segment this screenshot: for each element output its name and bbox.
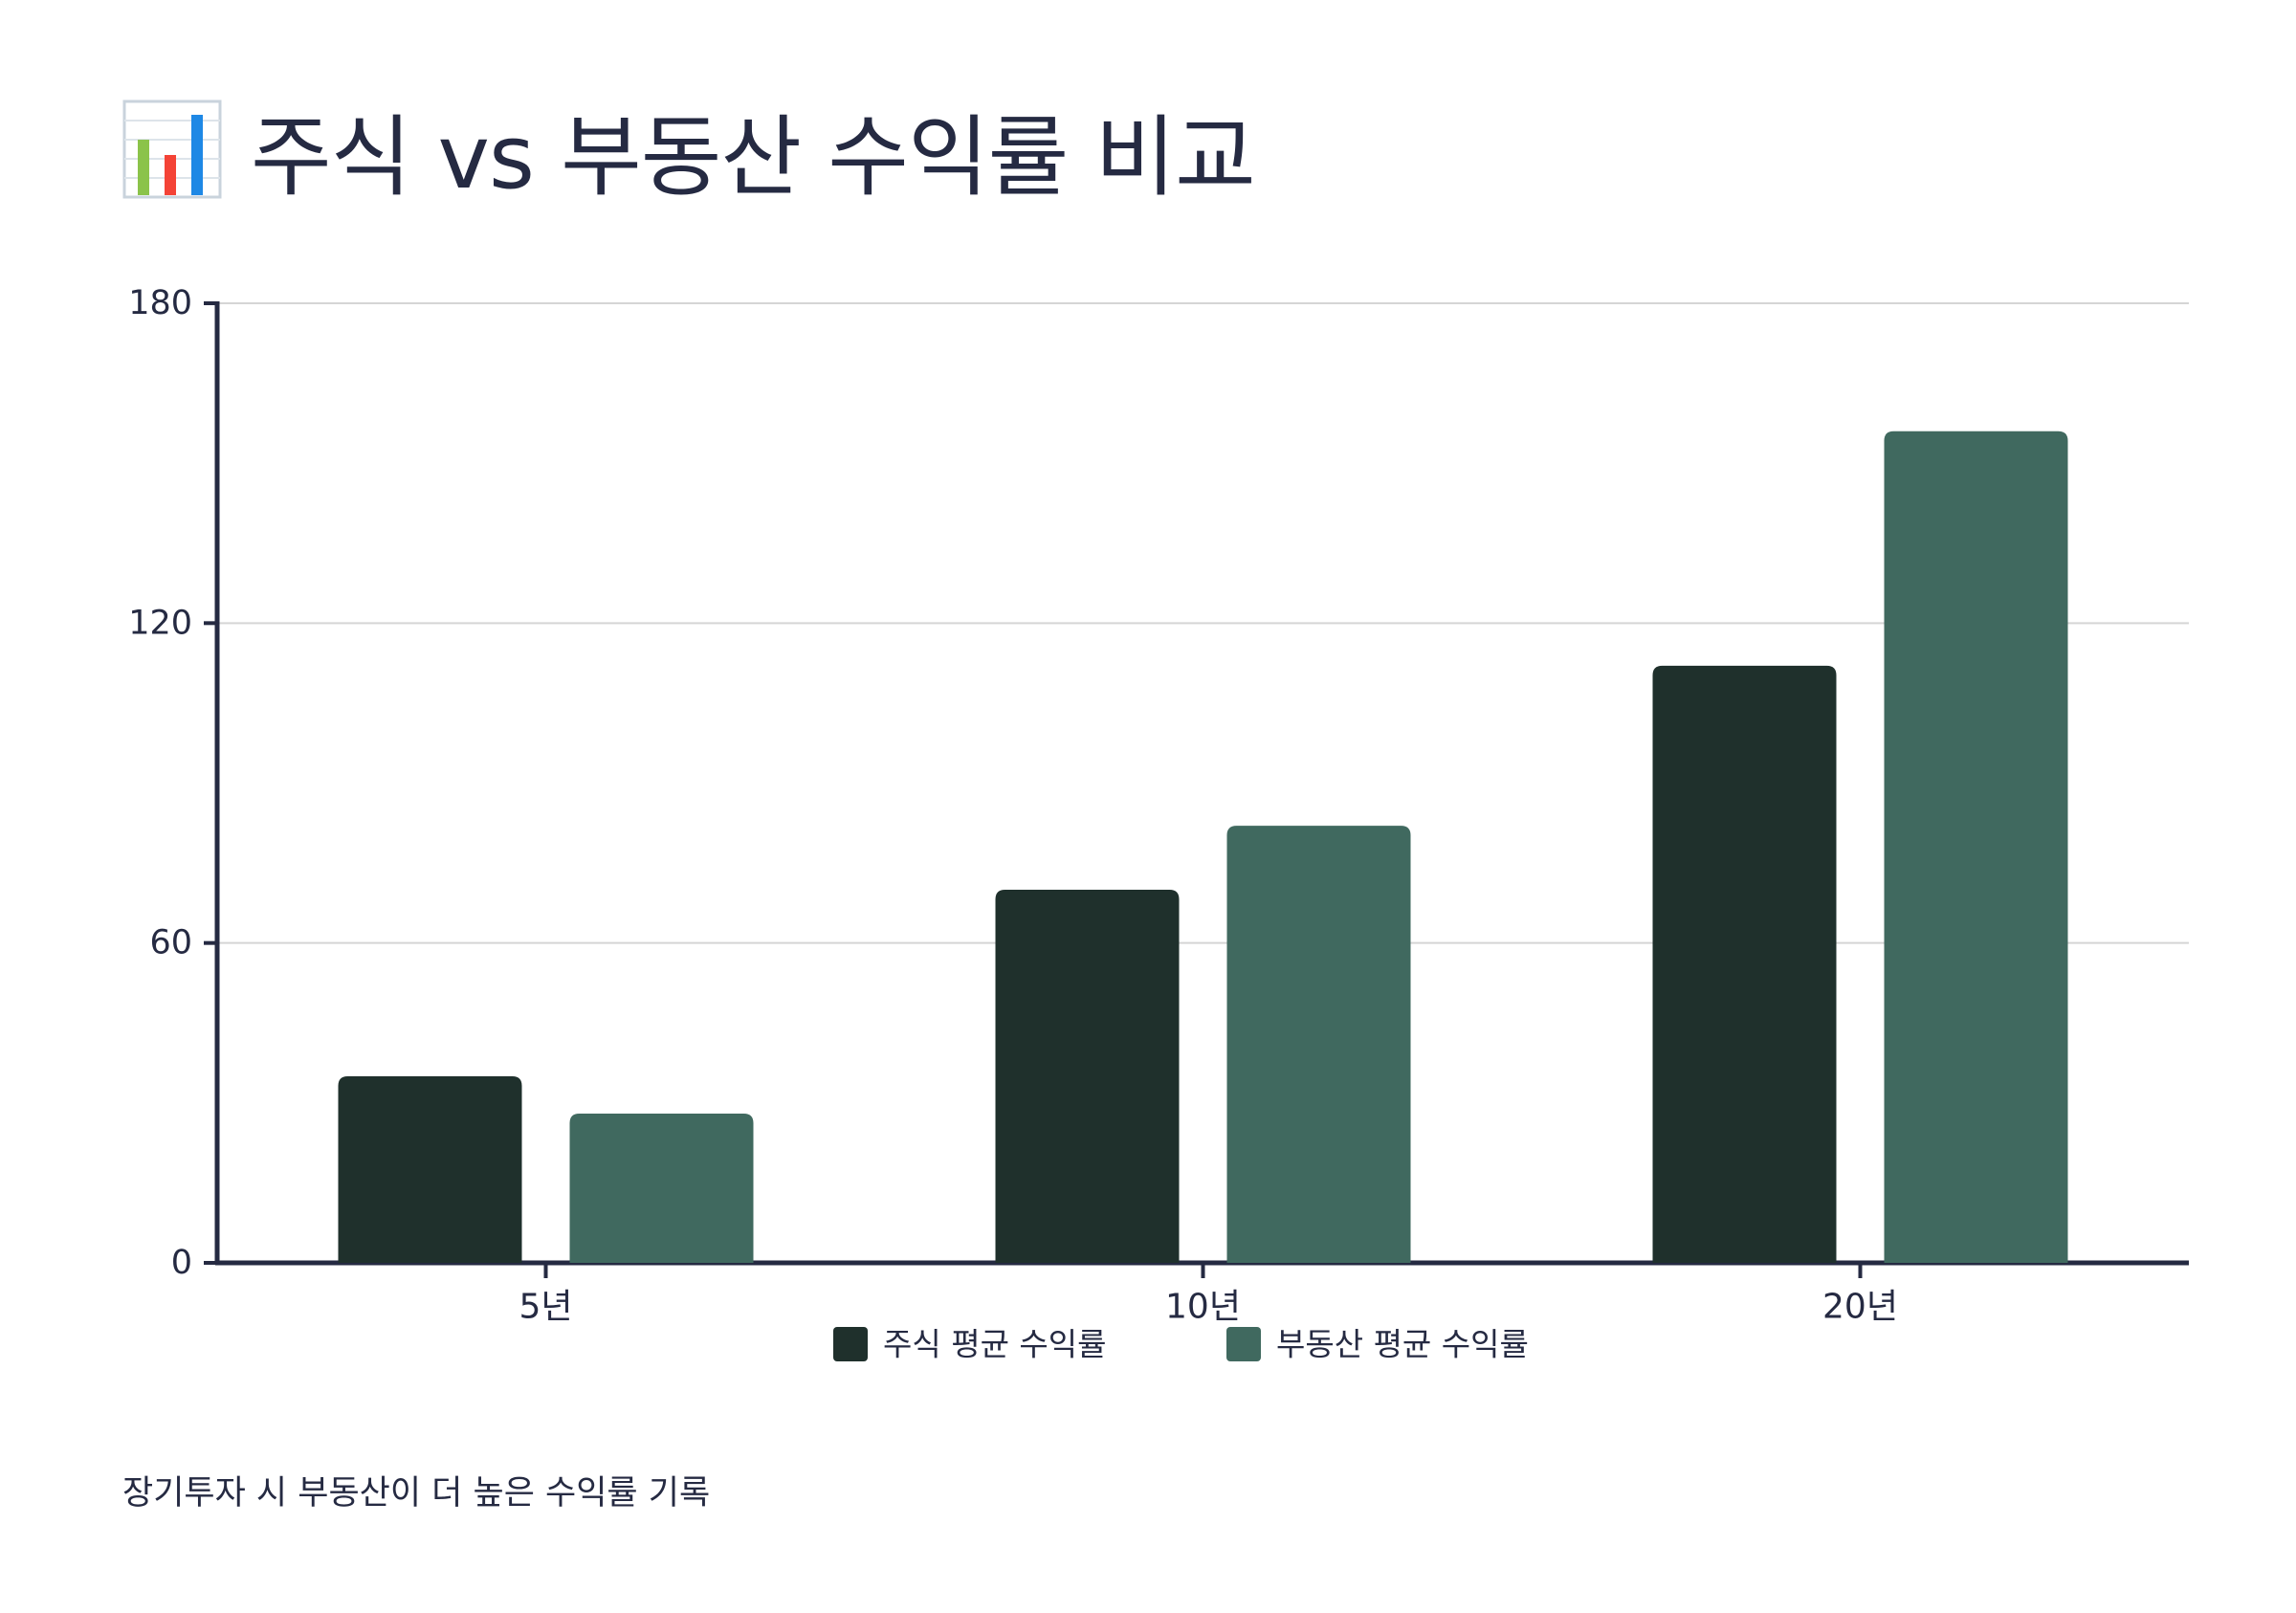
chart-footnote: 장기투자 시 부동산이 더 높은 수익률 기록	[122, 1474, 711, 1513]
bar	[338, 1075, 522, 1263]
legend-swatch	[1226, 1327, 1261, 1361]
x-tick-label: 20년	[1822, 1288, 1898, 1327]
x-tick-label: 5년	[519, 1288, 572, 1327]
title-row: 주식 vs 부동산 수익률 비교	[122, 92, 1256, 209]
legend-label: 주식 평균 수익률	[883, 1326, 1107, 1363]
bar	[1652, 665, 1837, 1263]
x-tick-label: 10년	[1165, 1288, 1241, 1327]
bar	[995, 889, 1180, 1263]
legend-swatch	[833, 1327, 868, 1361]
bar	[1884, 431, 2068, 1263]
y-tick-label: 180	[128, 284, 192, 322]
bar	[569, 1113, 754, 1263]
legend-label: 부동산 평균 수익률	[1276, 1326, 1529, 1363]
y-tick-label: 60	[149, 924, 192, 962]
bar-chart-icon	[122, 99, 222, 199]
chart-title: 주식 vs 부동산 수익률 비교	[251, 105, 1256, 209]
y-tick-label: 120	[128, 604, 192, 642]
y-tick-label: 0	[171, 1244, 192, 1282]
bar	[1226, 826, 1411, 1263]
